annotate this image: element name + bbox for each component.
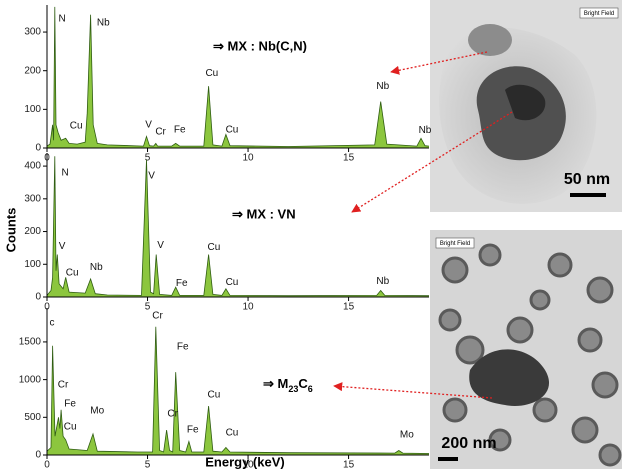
- y-tick-label: 300: [24, 193, 41, 204]
- y-tick-label: 500: [24, 412, 41, 423]
- x-tick-label: 5: [145, 153, 151, 164]
- y-tick-label: 1000: [19, 374, 42, 385]
- scale-bar-label: 200 nm: [441, 435, 496, 452]
- peak-label: V: [59, 241, 66, 252]
- y-tick-label: 400: [24, 161, 41, 172]
- x-tick-label: 10: [242, 302, 254, 313]
- y-tick-label: 200: [24, 226, 41, 237]
- peak-label: Cr: [58, 380, 69, 391]
- peak-label: Fe: [176, 278, 188, 289]
- peak-label: Fe: [187, 425, 199, 436]
- badge: Bright Field: [584, 11, 614, 17]
- y-tick-label: 0: [35, 292, 41, 303]
- peak-label: V: [148, 171, 155, 182]
- peak-label: Cr: [152, 311, 163, 322]
- x-tick-label: 15: [343, 302, 355, 313]
- figure: Bright Field 50 nm Bright Field 200 nm 0…: [0, 0, 622, 469]
- peak-label: Fe: [174, 124, 186, 135]
- annotation: ⇒ MX : Nb(C,N): [213, 38, 307, 53]
- peak-label: Nb: [419, 125, 432, 136]
- badge: Bright Field: [440, 241, 470, 247]
- annotation-part: 23: [288, 384, 298, 394]
- peak-label: Nb: [376, 276, 389, 287]
- spectrum-line: [47, 156, 429, 295]
- annotation: ⇒ M23C6: [263, 376, 313, 394]
- peak-label: N: [61, 168, 68, 179]
- tem-image-top: Bright Field 50 nm: [430, 0, 622, 212]
- peak-label: Cu: [226, 277, 239, 288]
- spectrum-area: [47, 156, 429, 297]
- peak-label: Nb: [376, 81, 389, 92]
- x-tick-label: 15: [343, 153, 355, 164]
- annotation: ⇒ MX : VN: [232, 206, 296, 221]
- peak-label: Cu: [226, 124, 239, 135]
- peak-label: Nb: [97, 17, 110, 28]
- y-tick-label: 100: [24, 104, 41, 115]
- peak-label: c: [50, 318, 55, 329]
- peak-label: Mo: [400, 430, 414, 441]
- peak-label: Cr: [155, 126, 166, 137]
- x-tick-label: 15: [343, 460, 355, 469]
- y-tick-label: 200: [24, 65, 41, 76]
- peak-label: N: [58, 14, 65, 25]
- x-tick-label: 5: [145, 302, 151, 313]
- annotation-part: 6: [308, 384, 313, 394]
- peak-label: Fe: [177, 342, 189, 353]
- tem-image-bottom: Bright Field 200 nm: [430, 230, 622, 469]
- peak-label: Cu: [226, 428, 239, 439]
- scale-bar-label: 50 nm: [564, 171, 610, 188]
- peak-label: Fe: [64, 399, 76, 410]
- y-tick-label: 100: [24, 259, 41, 270]
- y-tick-label: 0: [35, 450, 41, 461]
- annotation-part: ⇒ M: [263, 376, 288, 391]
- y-tick-label: 1500: [19, 337, 42, 348]
- peak-label: Cu: [70, 121, 83, 132]
- x-tick-label: 0: [44, 460, 50, 469]
- peak-label: Nb: [90, 262, 103, 273]
- peak-label: Cu: [205, 68, 218, 79]
- peak-label: Cr: [167, 409, 178, 420]
- x-tick-label: 5: [145, 460, 151, 469]
- x-axis-label: Energy (keV): [205, 454, 284, 469]
- y-tick-label: 300: [24, 27, 41, 38]
- y-tick-label: 0: [35, 143, 41, 154]
- y-axis-label: Counts: [3, 208, 18, 253]
- peak-label: Cu: [207, 242, 220, 253]
- peak-label: Cu: [66, 268, 79, 279]
- x-tick-label: 10: [242, 153, 254, 164]
- peak-label: V: [145, 119, 152, 130]
- peak-label: V: [157, 240, 164, 251]
- peak-label: Cu: [64, 422, 77, 433]
- peak-label: Mo: [90, 406, 104, 417]
- peak-label: Cu: [207, 390, 220, 401]
